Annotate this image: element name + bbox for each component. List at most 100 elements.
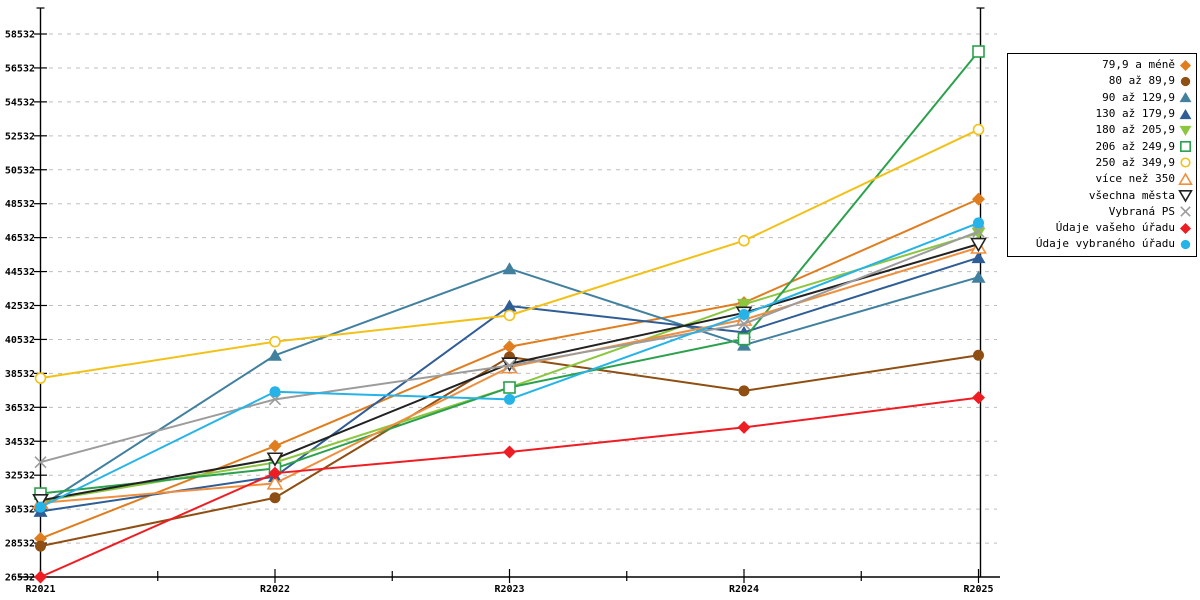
marker-x-cross (34, 456, 47, 469)
legend: 79,9 a méně 80 až 89,9 90 až 129,9 130 až 1… (1007, 53, 1197, 257)
marker-diamond (1179, 59, 1192, 71)
legend-item: Vybraná PS (1010, 204, 1193, 220)
marker-diamond (1179, 222, 1192, 234)
marker-diamond (503, 445, 516, 459)
marker-circle-outline (1180, 157, 1191, 168)
marker-square-outline (972, 45, 985, 58)
legend-item-label: více než 350 (1095, 172, 1175, 186)
legend-item-label: Údaje vašeho úřadu (1055, 221, 1175, 235)
marker-circle (738, 309, 750, 321)
marker-diamond (503, 340, 516, 354)
marker-circle (269, 386, 281, 398)
y-tick-label: 28532 (5, 539, 35, 550)
y-tick-label: 48532 (5, 199, 35, 210)
y-tick-label: 50532 (5, 165, 35, 176)
marker-triangle-down-outline (1178, 190, 1193, 203)
legend-marker-icon (1180, 239, 1191, 250)
legend-item: všechna města (1010, 187, 1193, 203)
legend-item-label: 130 až 179,9 (1095, 107, 1175, 121)
marker-x-cross (1180, 206, 1191, 218)
legend-marker-icon (1180, 206, 1191, 218)
marker-circle-outline (503, 309, 516, 322)
y-tick-label: 42532 (5, 301, 35, 312)
marker-triangle-up (502, 262, 517, 275)
marker-x-cross (972, 225, 985, 238)
legend-item: více než 350 (1010, 171, 1193, 187)
marker-x-cross (737, 317, 751, 330)
legend-item: 250 až 349,9 (1010, 155, 1193, 171)
marker-diamond (737, 420, 751, 434)
marker-triangle-up (1179, 92, 1192, 103)
marker-triangle-up (971, 251, 986, 264)
marker-circle (973, 349, 984, 361)
x-tick-label: R2021 (25, 584, 55, 595)
marker-circle-outline (34, 372, 47, 384)
legend-marker-icon (1179, 59, 1192, 71)
legend-item-label: 250 až 349,9 (1095, 155, 1175, 169)
marker-square-outline (737, 332, 751, 346)
legend-item: 180 až 205,9 (1010, 122, 1193, 138)
marker-circle (1180, 76, 1191, 87)
legend-marker-icon (1179, 125, 1192, 136)
x-tick-label: R2025 (963, 584, 993, 595)
marker-triangle-up (1179, 108, 1192, 119)
legend-item: 80 až 89,9 (1010, 73, 1193, 89)
marker-diamond (972, 192, 985, 206)
marker-triangle-down (737, 298, 751, 311)
marker-x-cross (503, 359, 516, 372)
legend-item-label: 80 až 89,9 (1108, 74, 1175, 88)
legend-item: Údaje vybraného úřadu (1010, 236, 1193, 252)
legend-item: 90 až 129,9 (1010, 90, 1193, 106)
legend-marker-icon (1179, 222, 1192, 234)
legend-item: 79,9 a méně (1010, 57, 1193, 73)
y-tick-label: 34532 (5, 437, 35, 448)
marker-circle (35, 540, 46, 552)
marker-circle (973, 217, 984, 229)
marker-circle (738, 385, 750, 397)
x-tick-label: R2022 (260, 584, 290, 595)
legend-item-label: 180 až 205,9 (1095, 123, 1175, 137)
marker-square-outline (503, 381, 516, 394)
marker-circle-outline (972, 123, 985, 136)
legend-marker-icon (1179, 108, 1192, 119)
marker-square-outline (1180, 141, 1191, 153)
marker-triangle-up-outline (266, 475, 284, 490)
marker-circle-outline (269, 335, 281, 348)
y-tick-label: 40532 (5, 335, 35, 346)
legend-item-label: 79,9 a méně (1102, 58, 1175, 72)
legend-marker-icon (1180, 141, 1191, 153)
marker-triangle-up (502, 299, 517, 312)
marker-circle (1180, 239, 1191, 250)
marker-circle (35, 501, 46, 513)
marker-triangle-down-outline (32, 494, 49, 509)
marker-triangle-up-outline (1178, 172, 1193, 185)
marker-triangle-up (268, 348, 282, 361)
x-tick-label: R2023 (494, 584, 524, 595)
marker-triangle-down (971, 227, 986, 240)
legend-item-label: Údaje vybraného úřadu (1035, 237, 1175, 251)
legend-item-label: 90 až 129,9 (1102, 90, 1175, 104)
legend-item: 206 až 249,9 (1010, 138, 1193, 154)
marker-diamond (972, 391, 985, 405)
y-tick-label: 26532 (5, 573, 35, 584)
marker-diamond (268, 466, 282, 480)
legend-item-label: 206 až 249,9 (1095, 139, 1175, 153)
marker-triangle-down-outline (970, 237, 987, 253)
legend-item-label: Vybraná PS (1108, 204, 1175, 218)
marker-diamond (268, 439, 282, 453)
legend-marker-icon (1180, 157, 1191, 168)
legend-item-label: všechna města (1088, 188, 1175, 202)
y-tick-label: 38532 (5, 369, 35, 380)
y-tick-label: 32532 (5, 471, 35, 482)
marker-triangle-down (1179, 125, 1192, 136)
marker-diamond (34, 570, 47, 584)
legend-item: Údaje vašeho úřadu (1010, 220, 1193, 236)
marker-circle (269, 492, 281, 504)
y-tick-label: 46532 (5, 233, 35, 244)
x-tick-label: R2024 (729, 584, 759, 595)
legend-item: 130 až 179,9 (1010, 106, 1193, 122)
y-tick-label: 58532 (5, 30, 35, 41)
y-tick-label: 54532 (5, 97, 35, 108)
